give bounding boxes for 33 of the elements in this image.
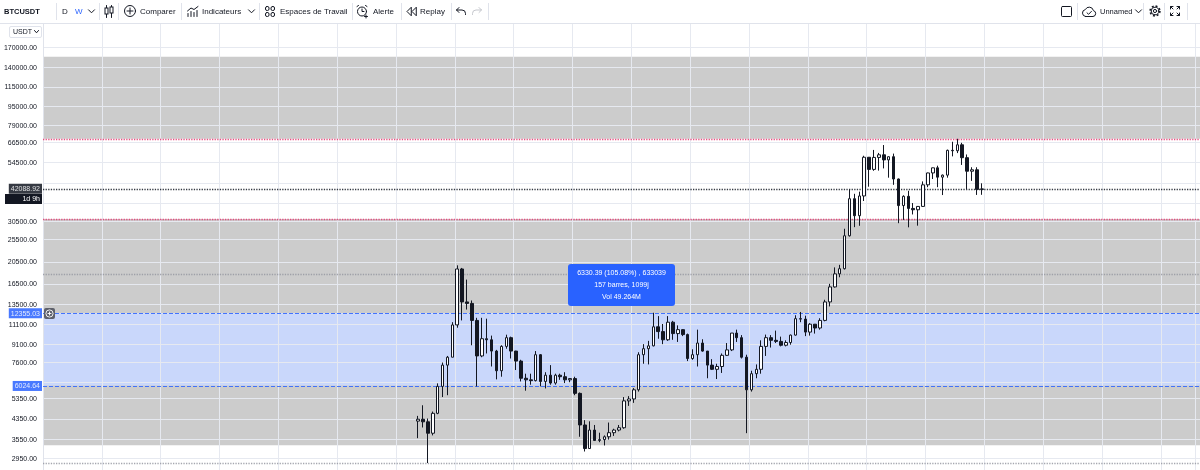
candlestick <box>843 228 846 271</box>
text: Comparer <box>140 7 176 16</box>
text: D <box>62 7 68 16</box>
candlestick <box>500 344 503 378</box>
candlestick <box>593 424 596 442</box>
candlestick <box>446 355 449 396</box>
candlestick <box>946 149 949 179</box>
text: W <box>75 7 83 16</box>
text: Alerte <box>373 7 394 16</box>
candlestick <box>647 340 650 365</box>
candlestick <box>701 338 704 353</box>
candlestick <box>696 329 699 367</box>
candlestick <box>490 335 493 367</box>
candlestick <box>794 314 797 337</box>
candlestick <box>598 432 601 443</box>
candlestick <box>745 354 748 434</box>
candlestick <box>892 153 895 186</box>
text: Indicateurs <box>202 7 242 16</box>
candlestick <box>799 311 802 323</box>
candlestick <box>549 364 552 386</box>
candlestick <box>750 370 753 393</box>
candlestick <box>740 334 743 359</box>
candlestick <box>853 193 856 228</box>
candlestick <box>902 194 905 221</box>
text: Espaces de Travail <box>280 7 348 16</box>
candlestick <box>441 362 444 398</box>
candlestick <box>539 353 542 387</box>
text: Replay <box>420 7 445 16</box>
candlestick <box>544 371 547 389</box>
candlestick <box>691 348 694 361</box>
candlestick <box>642 343 645 365</box>
candlestick <box>951 141 954 157</box>
candlestick <box>495 349 498 380</box>
